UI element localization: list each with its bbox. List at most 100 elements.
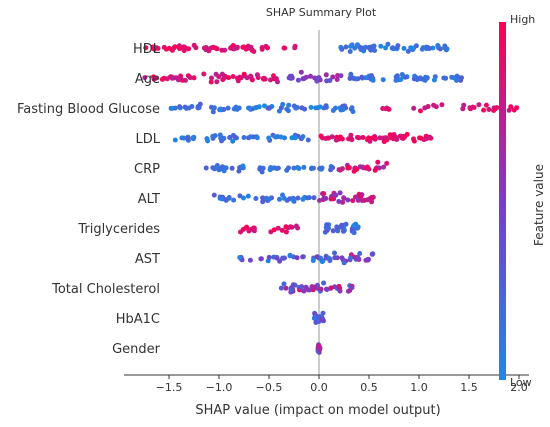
feature-row bbox=[143, 41, 450, 54]
shap-point bbox=[203, 165, 209, 171]
shap-point bbox=[321, 280, 327, 286]
shap-point bbox=[211, 192, 217, 198]
shap-point bbox=[323, 103, 329, 109]
shap-point bbox=[347, 76, 353, 81]
shap-point bbox=[338, 107, 344, 113]
shap-point bbox=[355, 256, 361, 261]
shap-point bbox=[210, 133, 216, 139]
shap-point bbox=[402, 134, 408, 140]
shap-point bbox=[302, 106, 308, 112]
shap-point bbox=[305, 137, 311, 143]
colorbar: High Low Feature value bbox=[499, 13, 546, 389]
shap-point bbox=[359, 74, 365, 80]
points-layer bbox=[142, 41, 520, 355]
shap-point bbox=[324, 222, 330, 228]
shap-point bbox=[355, 42, 360, 48]
shap-point bbox=[449, 74, 455, 80]
shap-point bbox=[181, 135, 187, 141]
shap-point bbox=[405, 48, 411, 54]
shap-point bbox=[381, 164, 387, 170]
shap-point bbox=[352, 45, 358, 51]
shap-point bbox=[243, 46, 249, 52]
shap-point bbox=[383, 45, 388, 51]
feature-label: AST bbox=[135, 252, 160, 267]
shap-point bbox=[279, 227, 285, 233]
shap-point bbox=[254, 72, 260, 78]
shap-point bbox=[278, 285, 284, 291]
shap-point bbox=[385, 41, 391, 47]
shap-point bbox=[476, 102, 482, 108]
shap-point bbox=[334, 134, 340, 140]
shap-point bbox=[260, 195, 266, 201]
shap-point bbox=[195, 105, 201, 111]
shap-point bbox=[351, 230, 357, 236]
shap-point bbox=[293, 223, 299, 229]
shap-point bbox=[284, 106, 290, 112]
shap-point bbox=[300, 254, 306, 260]
shap-point bbox=[318, 133, 324, 139]
feature-label: Gender bbox=[112, 342, 161, 357]
shap-point bbox=[395, 43, 401, 49]
shap-point bbox=[295, 195, 301, 201]
shap-point bbox=[399, 72, 405, 77]
shap-point bbox=[217, 132, 223, 138]
shap-point bbox=[343, 44, 349, 50]
shap-point bbox=[349, 105, 355, 111]
shap-point bbox=[169, 75, 175, 81]
shap-point bbox=[334, 224, 340, 230]
shap-point bbox=[348, 43, 354, 49]
shap-point bbox=[209, 75, 214, 81]
shap-point bbox=[237, 255, 243, 260]
shap-point bbox=[288, 287, 294, 293]
x-tick-label: 2.0 bbox=[510, 381, 528, 394]
shap-point bbox=[151, 46, 157, 52]
feature-label: Age bbox=[135, 72, 160, 87]
shap-point bbox=[221, 107, 227, 112]
shap-point bbox=[328, 285, 334, 291]
shap-point bbox=[343, 221, 349, 227]
shap-point bbox=[468, 106, 473, 112]
shap-point bbox=[361, 197, 367, 203]
shap-point bbox=[261, 76, 267, 82]
shap-point bbox=[244, 75, 250, 81]
shap-point bbox=[291, 165, 297, 171]
shap-point bbox=[369, 195, 375, 200]
shap-point bbox=[172, 44, 178, 50]
shap-point bbox=[159, 76, 165, 82]
shap-point bbox=[317, 198, 322, 203]
shap-point bbox=[341, 228, 346, 234]
shap-point bbox=[210, 109, 216, 115]
shap-point bbox=[208, 79, 214, 85]
feature-row bbox=[311, 310, 326, 325]
shap-point bbox=[258, 256, 264, 262]
shap-point bbox=[349, 285, 355, 291]
shap-point bbox=[292, 43, 298, 49]
shap-point bbox=[201, 45, 207, 51]
feature-row bbox=[172, 131, 434, 145]
shap-point bbox=[441, 75, 447, 81]
shap-point bbox=[286, 102, 292, 108]
shap-point bbox=[173, 75, 179, 81]
shap-point bbox=[219, 47, 225, 53]
shap-point bbox=[426, 46, 432, 51]
shap-point bbox=[283, 285, 289, 291]
shap-point bbox=[260, 199, 266, 205]
shap-point bbox=[350, 198, 356, 204]
shap-point bbox=[265, 45, 270, 51]
shap-point bbox=[273, 134, 278, 140]
shap-point bbox=[235, 75, 240, 81]
shap-point bbox=[439, 102, 445, 108]
shap-point bbox=[268, 77, 273, 83]
feature-label: Total Cholesterol bbox=[51, 282, 160, 297]
shap-point bbox=[354, 166, 360, 172]
colorbar-low-label: Low bbox=[510, 376, 532, 389]
shap-point bbox=[298, 284, 304, 290]
shap-point bbox=[231, 197, 237, 203]
shap-point bbox=[398, 77, 404, 82]
shap-point bbox=[178, 75, 184, 81]
shap-point bbox=[454, 73, 460, 79]
shap-point bbox=[339, 136, 345, 142]
shap-point bbox=[411, 138, 417, 144]
shap-point bbox=[251, 225, 257, 231]
shap-point bbox=[191, 42, 197, 48]
